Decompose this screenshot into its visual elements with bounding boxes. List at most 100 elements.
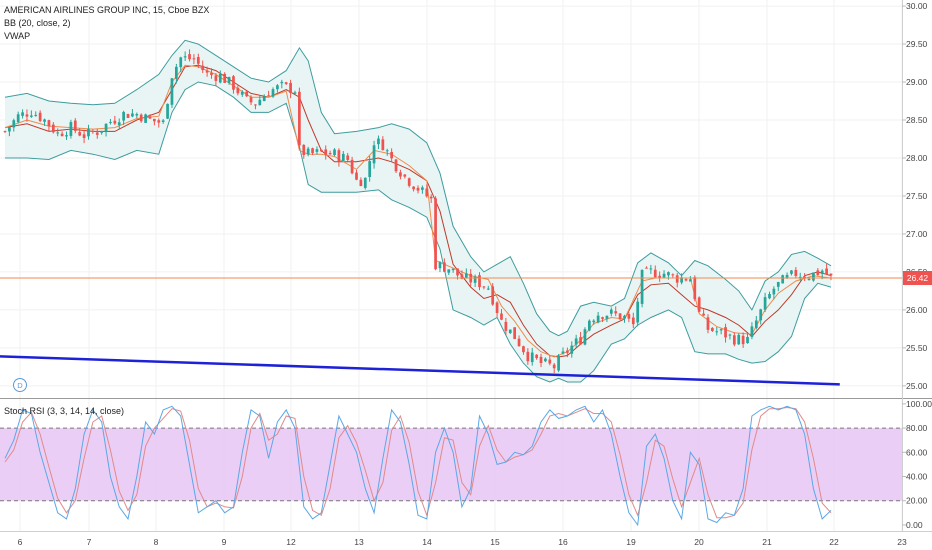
candle [302,144,306,159]
candle-body [715,331,719,333]
candle [658,271,662,282]
dividend-marker-icon[interactable] [13,378,27,392]
candle-body [16,114,20,123]
candle-body [649,268,653,270]
x-tick-label: 8 [154,537,159,547]
candle [306,146,310,157]
candle [684,278,688,282]
y-tick-label: 30.00 [906,1,928,11]
candle [478,272,481,291]
candle-body [157,120,161,123]
candle-body [416,187,420,191]
x-tick-label: 12 [286,537,296,547]
candle-body [803,276,807,279]
candle [346,152,350,162]
candle-body [43,119,46,122]
candle-body [223,73,227,83]
candle [544,357,547,363]
candle [763,292,767,312]
candle-body [478,275,481,288]
candle [790,269,793,276]
candle [464,268,468,279]
candle-body [306,148,310,155]
candle-body [399,172,402,177]
candle [552,362,556,374]
stoch-y-tick-label: 80.00 [906,423,928,433]
candle-body [122,111,125,121]
candle [587,319,591,332]
candle-body [25,114,29,117]
candle [653,265,657,279]
candle [759,308,763,325]
candle-body [144,114,147,123]
candle [645,266,648,269]
x-tick-label: 13 [354,537,364,547]
candle [693,275,697,302]
candle [350,156,354,175]
candle-body [407,178,411,186]
candle-body [574,338,578,345]
candle-body [623,315,626,319]
candle [812,272,815,282]
candle-body [87,128,90,137]
candle [56,128,60,137]
candle [363,177,367,190]
legend-stoch-rsi[interactable]: Stoch RSI (3, 3, 14, 14, close) [4,406,124,416]
candle [601,316,604,323]
candle-body [227,76,231,83]
legend-vwap[interactable]: VWAP [4,31,30,41]
candle-body [355,172,358,180]
candle [161,118,165,124]
candle-body [218,74,222,83]
candle-body [131,113,134,117]
legend-bb[interactable]: BB (20, close, 2) [4,18,71,28]
candle-body [232,76,235,90]
candle [557,354,560,373]
candle-body [460,274,464,279]
candle [236,84,240,96]
stoch-y-tick-label: 0.00 [906,520,923,530]
candle [434,196,437,271]
candle [429,194,433,203]
candle [579,331,582,345]
candle [8,126,11,137]
candle-body [689,279,692,282]
candle-body [214,75,218,81]
candle-body [271,89,275,97]
candle [618,313,622,320]
candle [16,111,20,124]
candle [135,112,139,119]
candle-body [315,149,319,152]
candle-body [587,320,591,331]
candle-body [614,311,618,314]
candle-body [166,103,169,119]
candle-body [645,267,648,269]
candle-body [91,130,95,133]
candle-body [390,151,394,159]
candle-body [627,314,631,319]
candle-body [372,145,376,164]
candle-body [56,132,60,134]
candle-body [719,329,723,331]
candle-body [658,275,662,278]
legend-symbol[interactable]: AMERICAN AIRLINES GROUP INC, 15, Cboe BZ… [4,5,209,15]
candle [315,146,319,155]
candle-body [249,97,253,103]
candle-body [153,118,156,122]
candle [596,311,600,324]
candle [21,109,24,119]
candle-body [640,269,644,304]
candle-body [240,91,244,95]
candle-body [706,317,710,330]
candle-body [504,321,508,331]
candle-body [126,114,130,118]
candle [60,131,64,137]
candle-body [276,85,279,90]
candle-body [319,149,323,152]
candle-body [486,288,490,290]
candle-body [333,149,336,155]
candle-body [552,364,556,369]
y-tick-label: 25.00 [906,381,928,391]
candle-body [51,124,55,133]
